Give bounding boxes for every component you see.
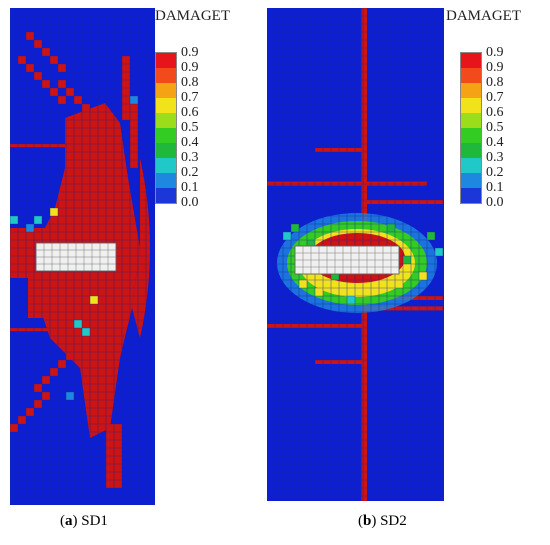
legend-tick-label: 0.5: [181, 120, 199, 135]
partial-damage-green-sd2: [291, 224, 435, 280]
caption-text-sd1: SD1: [81, 513, 108, 529]
legend-tick-label: 0.3: [181, 150, 199, 165]
legend-title-sd1: DAMAGET: [155, 8, 230, 24]
legend-swatch: [156, 98, 176, 113]
damage-contour-sd1: [9, 7, 155, 505]
legend-swatch: [461, 143, 481, 158]
legend-swatches-sd2: [460, 52, 482, 204]
legend-tick-label: 0.7: [486, 90, 504, 105]
legend-tick-label: 0.0: [181, 195, 199, 210]
legend-tick-label: 0.9: [181, 60, 199, 75]
legend-swatch: [156, 188, 176, 203]
legend-sd2: DAMAGET 0.9 0.9 0.8 0.7 0.6 0.5 0.4 0.3 0.2 0.1 0.…: [446, 8, 548, 238]
legend-swatch: [461, 68, 481, 83]
caption-letter-sd1: a: [65, 513, 73, 529]
legend-tick-label: 0.0: [486, 195, 504, 210]
legend-swatch: [156, 68, 176, 83]
legend-tick-label: 0.1: [486, 180, 504, 195]
legend-tick-label: 0.4: [181, 135, 199, 150]
legend-swatch: [156, 53, 176, 68]
legend-tick-label: 0.5: [486, 120, 504, 135]
partial-damage-cyan-sd1: [10, 216, 90, 336]
legend-swatch: [156, 83, 176, 98]
legend-swatch: [156, 158, 176, 173]
legend-swatch: [156, 173, 176, 188]
legend-tick-label: 0.8: [486, 75, 504, 90]
legend-tick-label: 0.9: [181, 45, 199, 60]
legend-swatch: [461, 113, 481, 128]
legend-swatch: [461, 53, 481, 68]
legend-swatch: [156, 113, 176, 128]
contour-plot-sd1: [9, 7, 155, 505]
legend-title-sd2: DAMAGET: [446, 8, 521, 24]
legend-tick-label: 0.2: [181, 165, 199, 180]
partial-damage-yellow-sd1: [50, 208, 98, 304]
partial-damage-yellow-sd2: [299, 272, 427, 296]
legend-swatch: [461, 173, 481, 188]
legend-tick-label: 0.3: [486, 150, 504, 165]
legend-swatch: [156, 128, 176, 143]
legend-swatches-sd1: [155, 52, 177, 204]
legend-tick-label: 0.9: [486, 60, 504, 75]
damage-contour-sd2: [266, 7, 444, 504]
contour-plot-sd2: [266, 7, 444, 504]
legend-swatch: [461, 188, 481, 203]
legend-sd1: DAMAGET 0.9 0.9 0.8 0.7 0.6 0.5 0.4 0.3 0.2 0.1 0.…: [155, 8, 265, 238]
partial-damage-blue-sd1: [26, 96, 138, 400]
legend-swatch: [461, 83, 481, 98]
legend-tick-label: 0.4: [486, 135, 504, 150]
legend-tick-label: 0.2: [486, 165, 504, 180]
caption-sd2: (b) SD2: [358, 513, 407, 529]
legend-tick-label: 0.9: [486, 45, 504, 60]
opening-sd1: [35, 242, 117, 272]
legend-tick-label: 0.1: [181, 180, 199, 195]
partial-damage-cyan-sd2: [283, 232, 443, 304]
legend-tick-label: 0.6: [486, 105, 504, 120]
legend-tick-label: 0.6: [181, 105, 199, 120]
legend-tick-label: 0.8: [181, 75, 199, 90]
caption-text-sd2: SD2: [380, 513, 407, 529]
legend-swatch: [156, 143, 176, 158]
caption-letter-sd2: b: [363, 513, 372, 529]
legend-swatch: [461, 158, 481, 173]
opening-sd2: [294, 245, 400, 275]
legend-swatch: [461, 128, 481, 143]
caption-sd1: (a) SD1: [60, 513, 108, 529]
legend-swatch: [461, 98, 481, 113]
legend-tick-label: 0.7: [181, 90, 199, 105]
